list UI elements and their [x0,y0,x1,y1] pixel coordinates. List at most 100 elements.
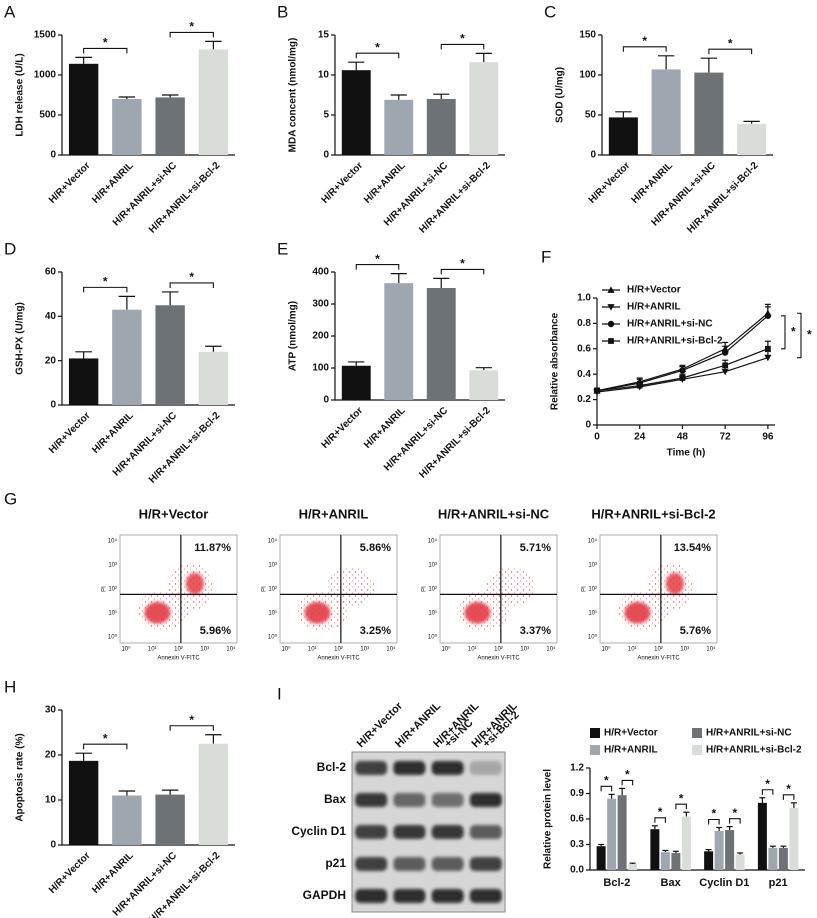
x-tick-label: H/R+Vector [320,405,366,451]
significance-label: * [733,806,738,820]
y-tick-label: 0 [590,150,596,161]
blot-band [469,825,502,839]
y-tick-label: 0 [585,420,591,431]
bar [596,846,606,870]
y-axis-label: PI [582,586,588,592]
significance-label: * [189,20,194,34]
x-tick-label: H/R+ANRIL+si-Bcl-2 [417,405,493,481]
marker [608,338,614,344]
blot-band [431,793,464,807]
y-tick-label: 5 [323,110,329,121]
y-tick-label: 10² [108,587,117,593]
panel-label: G [4,489,17,508]
row-label: GAPDH [303,888,346,902]
significance-label: * [460,257,465,271]
blot-band [469,889,502,903]
x-axis-label: Annexin V-FITC [317,656,360,662]
bar [660,852,670,870]
legend-label: H/R+Vector [604,728,658,739]
cell-cloud [464,601,491,624]
bar [341,365,371,400]
x-tick-label: H/R+ANRIL [362,405,408,451]
x-tick-label: p21 [769,877,788,889]
row-label: Cyclin D1 [291,824,346,838]
bar [384,99,414,155]
bar [155,305,185,405]
bar [198,351,229,405]
x-tick-label: H/R+Vector [47,850,93,896]
quadrant-label: 5.76% [680,625,711,637]
blot-band [355,889,388,903]
row-label: Bcl-2 [317,760,347,774]
plot-title: H/R+ANRIL+si-Bcl-2 [591,506,715,521]
cell-cloud [665,572,684,595]
y-tick-label: 0.0 [570,865,584,876]
y-axis-label: PI [422,586,428,592]
bar [469,62,499,156]
y-tick-label: 0 [50,150,56,161]
x-tick-label: 10⁰ [281,646,291,653]
panel-label: B [277,2,288,21]
plot-title: H/R+Vector [139,506,209,521]
y-tick-label: 10² [588,587,597,593]
significance-bracket [761,789,774,795]
significance-label: * [658,805,663,819]
bar [341,70,371,155]
bar [650,829,660,870]
marker [607,304,615,311]
significance-label: * [189,713,194,727]
plot-frame [439,534,558,644]
x-tick-label: H/R+ANRIL [90,160,136,206]
y-axis-label: GSH-PX (U/mg) [15,302,26,375]
y-tick-label: 1.2 [570,763,584,774]
marker [764,354,772,362]
blot-band [355,857,388,871]
quadrant-label: 5.86% [360,542,391,554]
significance-bracket [675,803,687,810]
y-axis-label: ATP (nmol/mg) [288,301,299,371]
bar [426,288,456,400]
y-tick-label: 0.8 [577,318,591,329]
x-tick-label: 10³ [520,647,529,653]
x-tick-label: 10¹ [148,647,157,653]
y-tick-label: 500 [39,110,56,121]
bar [789,807,799,870]
x-tick-label: 48 [677,432,689,443]
blot-band [431,857,464,871]
significance-bracket [782,794,795,800]
y-tick-label: 60 [45,267,57,278]
y-tick-label: 20 [45,750,57,761]
y-tick-label: 0.9 [570,788,584,799]
quadrant-label: 5.96% [200,625,231,637]
cell-cloud [185,572,204,595]
y-tick-label: 0.6 [577,343,591,354]
blot-band [469,761,502,775]
blot-band [393,761,426,775]
significance-label: * [791,324,796,338]
significance-bracket [355,264,400,270]
x-tick-label: 10² [494,647,503,653]
significance-bracket [708,818,720,825]
significance-label: * [375,40,380,54]
x-tick-label: H/R+Vector [587,160,633,206]
y-axis-label: Relative protein level [543,769,554,869]
significance-label: * [103,36,108,50]
bar [681,816,691,870]
marker [679,367,686,374]
marker [721,349,729,356]
significance-label: * [679,791,684,805]
blot-band [355,793,388,807]
y-tick-label: 0.2 [577,394,591,405]
bar [68,63,99,155]
significance-label: * [728,36,733,50]
x-tick-label: H/R+ANRIL+si-Bcl-2 [685,160,761,236]
panel-label: C [544,2,556,21]
significance-bracket [654,817,666,823]
blot-band [355,825,388,839]
significance-bracket [797,312,802,359]
y-axis-label: LDH release (U/L) [15,53,26,136]
significance-bracket [600,785,613,792]
bar [384,283,414,400]
x-tick-label: 0 [594,432,600,443]
legend-label: H/R+ANRIL [604,745,658,756]
